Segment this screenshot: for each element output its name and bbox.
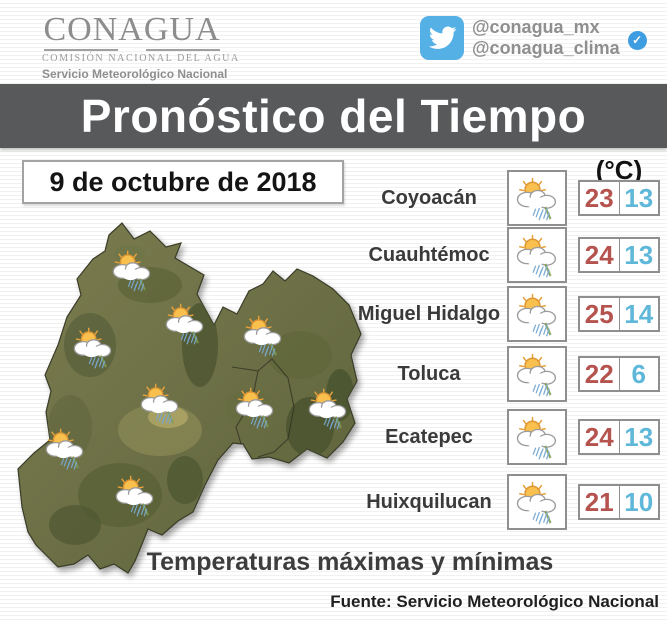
sun-behind-cloud-with-rain-icon	[507, 346, 567, 402]
state-map	[0, 195, 380, 585]
min-temp-value: 6	[631, 358, 646, 389]
min-temp-value: 13	[624, 421, 654, 452]
temperature-box: 22 6	[578, 356, 660, 392]
sun-behind-cloud-with-rain-icon	[507, 409, 567, 465]
min-temp-value: 10	[624, 486, 654, 517]
max-temp-value: 25	[580, 298, 620, 330]
forecast-row-ecatepec: Ecatepec 24 13	[355, 409, 667, 465]
city-label: Miguel Hidalgo	[357, 302, 501, 325]
logo-divider	[44, 48, 220, 51]
twitter-block: @conagua_mx @conagua_clima ✓	[420, 16, 647, 60]
map-weather-icon	[42, 425, 88, 471]
temperature-box: 23 13	[578, 180, 660, 216]
forecast-row-toluca: Toluca 22 6	[355, 346, 667, 402]
map-terrain	[17, 222, 362, 574]
verified-badge-icon: ✓	[627, 30, 647, 50]
map-weather-icon	[240, 312, 286, 358]
conagua-logo: CONAGUA COMISIÓN NACIONAL DEL AGUA Servi…	[42, 11, 240, 81]
temperature-box: 24 13	[578, 419, 660, 455]
forecast-row-miguel-hidalgo: Miguel Hidalgo 25 14	[355, 286, 667, 342]
map-weather-icon	[162, 300, 208, 346]
map-weather-icon	[112, 472, 158, 518]
twitter-handle-mx[interactable]: @conagua_mx	[472, 17, 600, 37]
temperature-box: 25 14	[578, 296, 660, 332]
logo-tagline: Servicio Meteorológico Nacional	[42, 66, 228, 81]
forecast-row-coyoacan: Coyoacán 23 13	[355, 170, 667, 226]
sun-behind-cloud-with-rain-icon	[507, 286, 567, 342]
conagua-wordmark: CONAGUA	[43, 11, 221, 48]
sun-behind-cloud-with-rain-icon	[507, 474, 567, 530]
min-temp-value: 13	[624, 239, 654, 270]
max-temp-value: 23	[580, 182, 620, 214]
city-label: Coyoacán	[381, 186, 477, 209]
forecast-row-huixquilucan: Huixquilucan 21 10	[355, 474, 667, 530]
temperature-box: 21 10	[578, 484, 660, 520]
sun-behind-cloud-with-rain-icon	[507, 227, 567, 283]
city-label: Cuauhtémoc	[368, 243, 490, 266]
map-weather-icon	[137, 380, 183, 426]
map-weather-icon	[232, 384, 278, 430]
max-temp-value: 22	[580, 358, 620, 390]
footer-caption: Temperaturas máximas y mínimas	[146, 548, 554, 576]
source-credit: Fuente: Servicio Meteorológico Nacional	[330, 592, 659, 611]
city-label: Huixquilucan	[366, 490, 492, 513]
city-label: Ecatepec	[385, 425, 473, 448]
map-weather-icon	[109, 247, 155, 293]
forecast-row-cuauhtemoc: Cuauhtémoc 24 13	[355, 227, 667, 283]
sun-behind-cloud-with-rain-icon	[507, 170, 567, 226]
map-weather-icon	[70, 324, 116, 370]
logo-subtitle: COMISIÓN NACIONAL DEL AGUA	[42, 52, 240, 64]
page-title: Pronóstico del Tiempo	[80, 90, 587, 142]
twitter-handles[interactable]: @conagua_mx @conagua_clima	[472, 17, 620, 59]
map-weather-icon	[305, 385, 351, 431]
max-temp-value: 24	[580, 421, 620, 453]
max-temp-value: 24	[580, 239, 620, 271]
date-box: 9 de octubre de 2018	[22, 160, 344, 204]
title-banner: Pronóstico del Tiempo	[0, 84, 667, 148]
city-label: Toluca	[397, 362, 461, 385]
max-temp-value: 21	[580, 486, 620, 518]
min-temp-value: 14	[624, 298, 654, 329]
temperature-box: 24 13	[578, 237, 660, 273]
twitter-bird-icon	[420, 16, 464, 60]
twitter-handle-clima[interactable]: @conagua_clima	[472, 38, 620, 58]
date-label: 9 de octubre de 2018	[49, 166, 317, 197]
min-temp-value: 13	[624, 182, 654, 213]
